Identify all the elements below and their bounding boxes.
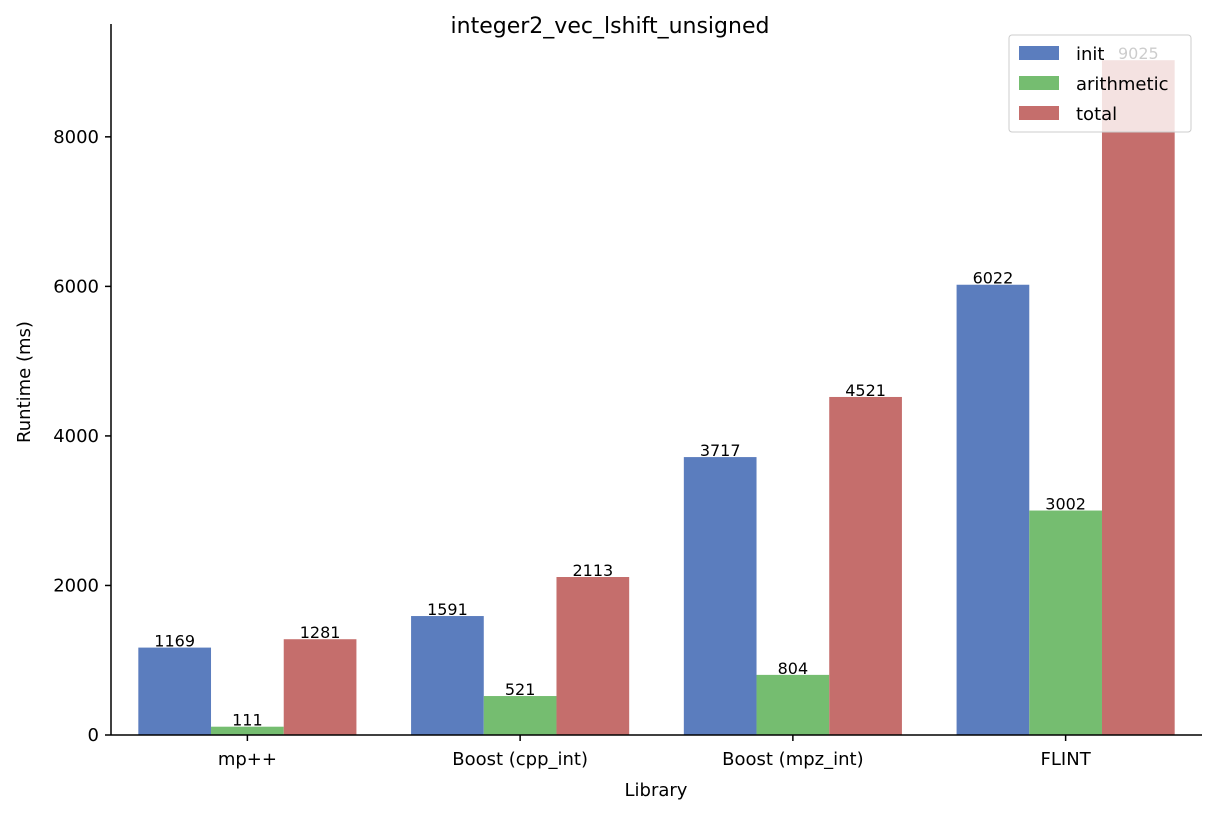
bar-total-1 xyxy=(556,577,630,735)
bar-arithmetic-3 xyxy=(1029,510,1102,735)
data-label-init-1: 1591 xyxy=(427,600,468,619)
legend-label-init: init xyxy=(1076,44,1104,65)
data-label-arithmetic-2: 804 xyxy=(778,659,809,678)
y-ticks: 0 2000 4000 6000 8000 xyxy=(53,127,111,746)
data-label-arithmetic-0: 111 xyxy=(232,711,263,730)
legend-swatch-total xyxy=(1019,106,1059,120)
bar-init-0 xyxy=(138,647,212,735)
bar-init-2 xyxy=(683,457,757,735)
data-label-total-1: 2113 xyxy=(572,561,613,580)
x-tick-label: Boost (cpp_int) xyxy=(452,749,588,770)
data-label-init-3: 6022 xyxy=(973,269,1014,288)
y-axis-label: Runtime (ms) xyxy=(14,321,35,443)
legend: init arithmetic total xyxy=(1008,34,1192,133)
bar-total-0 xyxy=(283,639,357,735)
y-tick-label: 6000 xyxy=(53,276,99,297)
bar-arithmetic-2 xyxy=(756,674,830,735)
bar-arithmetic-0 xyxy=(211,726,284,735)
y-tick-label: 8000 xyxy=(53,127,99,148)
data-label-arithmetic-1: 521 xyxy=(505,680,536,699)
bar-init-3 xyxy=(956,284,1030,735)
x-tick-label: FLINT xyxy=(1041,749,1092,770)
legend-swatch-arithmetic xyxy=(1019,76,1059,90)
legend-swatch-init xyxy=(1019,46,1059,60)
y-tick-label: 2000 xyxy=(53,575,99,596)
x-axis-label: Library xyxy=(625,780,688,801)
x-tick-label: Boost (mpz_int) xyxy=(722,749,863,770)
bar-init-1 xyxy=(411,616,484,735)
legend-items: init arithmetic total xyxy=(1019,44,1168,125)
data-label-init-2: 3717 xyxy=(700,441,741,460)
legend-label-total: total xyxy=(1076,104,1117,125)
bar-total-3 xyxy=(1101,60,1175,735)
chart-title: integer2_vec_lshift_unsigned xyxy=(451,14,770,39)
data-label-total-0: 1281 xyxy=(300,623,341,642)
x-tick-label: mp++ xyxy=(218,749,277,770)
legend-label-arithmetic: arithmetic xyxy=(1076,74,1168,95)
bars-layer xyxy=(138,60,1175,735)
x-ticks: mp++ Boost (cpp_int) Boost (mpz_int) FLINT xyxy=(218,735,1092,770)
data-label-arithmetic-3: 3002 xyxy=(1045,495,1086,514)
data-label-total-2: 4521 xyxy=(845,381,886,400)
data-labels-layer: 1169 111 1281 1591 521 2113 3717 804 4521 6022 300… xyxy=(154,44,1158,730)
bar-total-2 xyxy=(829,396,902,735)
axes-layer xyxy=(110,24,1202,736)
y-tick-label: 0 xyxy=(88,725,99,746)
y-tick-label: 4000 xyxy=(53,426,99,447)
bar-arithmetic-1 xyxy=(483,696,557,735)
data-label-init-0: 1169 xyxy=(154,632,195,651)
